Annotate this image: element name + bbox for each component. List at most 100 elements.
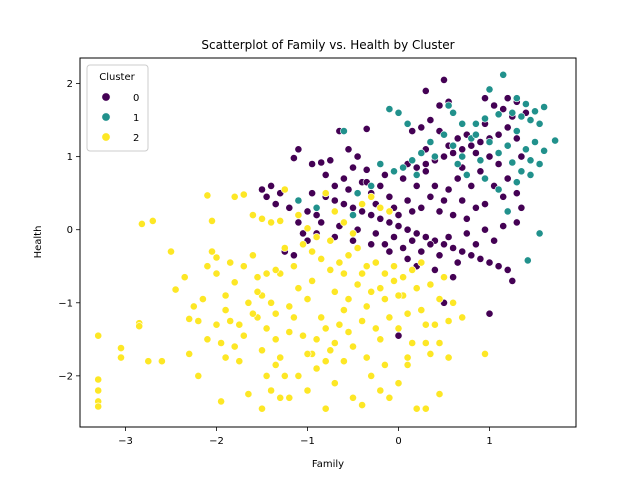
data-point xyxy=(339,306,348,314)
data-point xyxy=(258,346,266,355)
data-point xyxy=(321,170,330,179)
data-point xyxy=(157,357,166,366)
data-point xyxy=(271,200,280,208)
data-point xyxy=(303,349,312,358)
data-point xyxy=(339,357,348,366)
data-point xyxy=(385,247,394,256)
data-point xyxy=(503,94,512,103)
data-point xyxy=(399,163,407,172)
data-point xyxy=(394,379,403,388)
data-point xyxy=(230,278,239,287)
data-point xyxy=(430,181,439,190)
data-point xyxy=(449,244,457,252)
data-point xyxy=(453,174,462,183)
data-point xyxy=(367,192,376,201)
data-point xyxy=(485,258,494,267)
data-point xyxy=(385,218,394,227)
data-point xyxy=(226,317,235,325)
data-point xyxy=(517,112,526,121)
data-point xyxy=(235,320,244,329)
data-point xyxy=(212,320,221,329)
data-point xyxy=(308,189,316,198)
data-point xyxy=(503,174,512,183)
data-point xyxy=(330,181,339,190)
data-point xyxy=(358,269,366,278)
data-point xyxy=(280,244,289,252)
data-point xyxy=(526,116,535,124)
data-point xyxy=(317,254,326,263)
data-point xyxy=(390,167,398,176)
data-point xyxy=(330,207,339,216)
y-tick-label: −1 xyxy=(58,298,73,309)
data-point xyxy=(362,262,371,271)
x-tick-label: −2 xyxy=(209,436,224,447)
x-tick-label: −1 xyxy=(300,436,315,447)
data-point xyxy=(435,251,444,260)
data-point xyxy=(417,306,426,314)
data-point xyxy=(262,269,271,278)
x-axis: −3 −2 −1 0 1 xyxy=(118,427,493,447)
data-point xyxy=(367,211,376,219)
data-point xyxy=(262,324,271,333)
data-point xyxy=(380,269,389,278)
data-point xyxy=(353,244,362,252)
data-point xyxy=(494,110,503,119)
data-point xyxy=(403,225,412,234)
data-point xyxy=(321,404,330,413)
data-point xyxy=(522,100,530,108)
data-point xyxy=(362,353,371,362)
data-point xyxy=(335,320,344,329)
y-tick-label: −2 xyxy=(58,371,73,382)
data-point xyxy=(503,123,512,132)
data-point xyxy=(430,320,439,329)
data-point xyxy=(476,254,485,263)
legend-marker xyxy=(101,132,111,142)
data-point xyxy=(208,216,216,225)
data-point xyxy=(444,317,453,325)
data-point xyxy=(440,76,448,84)
data-point xyxy=(321,189,330,198)
data-point xyxy=(421,233,430,241)
data-point xyxy=(417,258,426,267)
data-point xyxy=(485,152,494,161)
data-point xyxy=(435,207,444,216)
data-point xyxy=(358,317,366,325)
data-point xyxy=(212,253,221,262)
data-point xyxy=(494,185,503,194)
data-point xyxy=(294,284,303,293)
data-point xyxy=(339,269,348,278)
data-point xyxy=(353,189,362,198)
data-point xyxy=(390,262,398,271)
data-point xyxy=(376,203,385,212)
data-point xyxy=(344,251,353,260)
data-point xyxy=(321,324,330,333)
data-point xyxy=(476,167,485,176)
data-point xyxy=(421,404,430,413)
data-point xyxy=(326,346,335,355)
data-point xyxy=(335,258,344,267)
data-point xyxy=(371,258,380,267)
data-point xyxy=(285,302,294,311)
data-point xyxy=(458,145,467,154)
data-point xyxy=(303,295,312,303)
data-point xyxy=(453,160,462,168)
data-point xyxy=(426,138,435,146)
data-point xyxy=(499,222,508,230)
data-point xyxy=(399,273,407,282)
data-point xyxy=(276,353,285,362)
data-point xyxy=(458,119,467,128)
data-point xyxy=(349,163,357,172)
data-point xyxy=(271,265,280,274)
data-point xyxy=(517,152,526,161)
data-point xyxy=(426,192,435,201)
plot-frame xyxy=(79,57,577,428)
data-point xyxy=(294,145,303,154)
data-point xyxy=(512,218,521,227)
data-point xyxy=(362,124,371,133)
data-point xyxy=(349,229,357,238)
data-point xyxy=(467,181,476,190)
data-point xyxy=(426,349,435,358)
data-point xyxy=(271,360,280,369)
data-point xyxy=(394,211,403,219)
